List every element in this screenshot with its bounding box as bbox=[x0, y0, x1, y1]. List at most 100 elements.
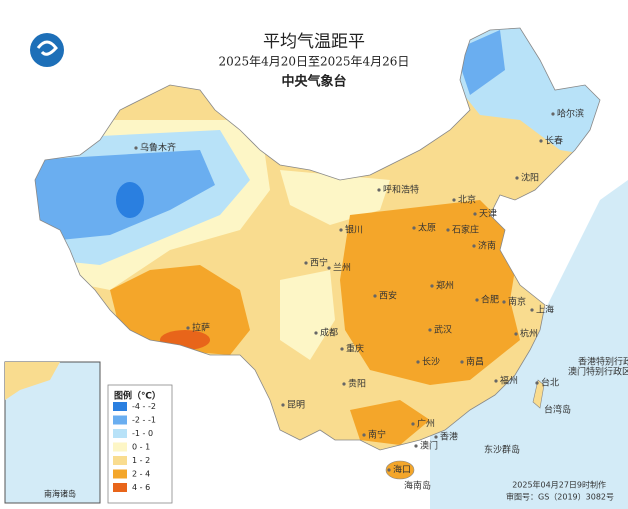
city-dot bbox=[411, 422, 415, 426]
city-label: 西宁 bbox=[310, 257, 328, 269]
logo-mark bbox=[36, 40, 58, 56]
region bbox=[280, 270, 335, 360]
region bbox=[110, 265, 250, 355]
city-label: 海南岛 bbox=[404, 480, 431, 492]
city-dot bbox=[377, 188, 381, 192]
city-label: 北京 bbox=[458, 194, 476, 206]
city-label: 乌鲁木齐 bbox=[140, 142, 176, 154]
city-dot bbox=[502, 300, 506, 304]
city-dot bbox=[362, 433, 366, 437]
city-label: 台北 bbox=[541, 377, 559, 389]
city-dot bbox=[430, 284, 434, 288]
city-label: 西安 bbox=[379, 290, 397, 302]
legend-title: 图例（℃） bbox=[114, 390, 161, 402]
city-label: 福州 bbox=[500, 375, 518, 387]
city-label: 南昌 bbox=[466, 356, 484, 368]
city-dot bbox=[186, 326, 190, 330]
city-label: 广州 bbox=[417, 418, 435, 430]
city-label: 澳门 bbox=[420, 440, 438, 452]
city-label: 台湾岛 bbox=[544, 404, 571, 416]
city-label: 兰州 bbox=[333, 262, 351, 274]
city-label: 郑州 bbox=[436, 280, 454, 292]
city-dot bbox=[434, 435, 438, 439]
city-dot bbox=[304, 261, 308, 265]
city-label: 济南 bbox=[478, 240, 496, 252]
legend-swatch bbox=[113, 483, 127, 492]
city-label: 杭州 bbox=[520, 328, 538, 340]
city-dot bbox=[416, 360, 420, 364]
city-dot bbox=[530, 308, 534, 312]
city-label: 重庆 bbox=[346, 343, 364, 355]
city-dot bbox=[281, 403, 285, 407]
city-label: 海口 bbox=[393, 464, 411, 476]
city-dot bbox=[446, 228, 450, 232]
city-label: 昆明 bbox=[287, 400, 305, 411]
city-dot bbox=[314, 331, 318, 335]
region bbox=[116, 182, 144, 218]
city-dot bbox=[339, 228, 343, 232]
city-label: 贵阳 bbox=[348, 378, 366, 390]
agency: 中央气象台 bbox=[281, 74, 346, 90]
city-label: 合肥 bbox=[481, 294, 499, 306]
legend-label: -4 - -2 bbox=[132, 402, 156, 411]
city-dot bbox=[387, 468, 391, 472]
city-label: 南宁 bbox=[368, 429, 386, 441]
legend-label: -1 - 0 bbox=[132, 429, 153, 438]
city-dot bbox=[327, 266, 331, 270]
region bbox=[350, 400, 430, 445]
footer-review: 审图号：GS（2019）3082号 bbox=[506, 492, 614, 502]
city-dot bbox=[412, 226, 416, 230]
city-dot bbox=[514, 332, 518, 336]
city-dot bbox=[428, 328, 432, 332]
city-dot bbox=[340, 347, 344, 351]
city-label: 沈阳 bbox=[521, 172, 539, 184]
city-dot bbox=[373, 294, 377, 298]
city-dot bbox=[452, 198, 456, 202]
hainan bbox=[385, 460, 415, 480]
city-label: 东沙群岛 bbox=[484, 444, 520, 456]
city-label: 石家庄 bbox=[452, 224, 479, 236]
legend-swatch bbox=[113, 429, 127, 438]
footer-made: 2025年04月27日9时制作 bbox=[512, 480, 606, 490]
legend-swatch bbox=[113, 469, 127, 479]
logo bbox=[30, 33, 64, 67]
city-dot bbox=[551, 112, 555, 116]
inset-label: 南海诸岛 bbox=[44, 489, 76, 499]
city-dot bbox=[535, 381, 539, 385]
title: 平均气温距平 bbox=[263, 32, 365, 52]
city-dot bbox=[342, 382, 346, 386]
inset: 南海诸岛 bbox=[4, 361, 101, 504]
legend-swatch bbox=[113, 456, 127, 465]
taiwan bbox=[532, 379, 545, 409]
city-label: 呼和浩特 bbox=[383, 184, 419, 196]
legend-swatch bbox=[113, 415, 127, 425]
city-label: 哈尔滨 bbox=[557, 108, 584, 120]
city-label: 香港特别行政区 bbox=[578, 356, 628, 368]
city-label: 上海 bbox=[536, 304, 554, 316]
city-dot bbox=[515, 176, 519, 180]
legend-swatch bbox=[113, 402, 127, 411]
city-label: 香港 bbox=[440, 431, 458, 443]
legend-label: -2 - -1 bbox=[132, 416, 156, 425]
legend: 图例（℃） -4 - -2 -2 - -1 -1 - 0 0 - 1 1 - 2 2 - … bbox=[107, 384, 173, 504]
legend-label: 0 - 1 bbox=[132, 443, 150, 452]
city-label: 太原 bbox=[418, 222, 436, 234]
city-label: 成都 bbox=[320, 327, 338, 339]
legend-label: 4 - 6 bbox=[132, 483, 150, 492]
city-dot bbox=[414, 444, 418, 448]
city-label: 武汉 bbox=[434, 324, 452, 336]
city-label: 澳门特别行政区 bbox=[568, 366, 628, 378]
region bbox=[280, 170, 390, 225]
legend-swatch bbox=[113, 442, 127, 452]
city-label: 天津 bbox=[479, 209, 497, 220]
city-dot bbox=[539, 139, 543, 143]
city-label: 拉萨 bbox=[192, 322, 210, 334]
legend-label: 2 - 4 bbox=[132, 470, 150, 479]
city-dot bbox=[460, 360, 464, 364]
city-label: 长沙 bbox=[422, 356, 440, 368]
city-dot bbox=[472, 244, 476, 248]
city-dot bbox=[473, 212, 477, 216]
city-dot bbox=[494, 379, 498, 383]
legend-label: 1 - 2 bbox=[132, 456, 150, 465]
